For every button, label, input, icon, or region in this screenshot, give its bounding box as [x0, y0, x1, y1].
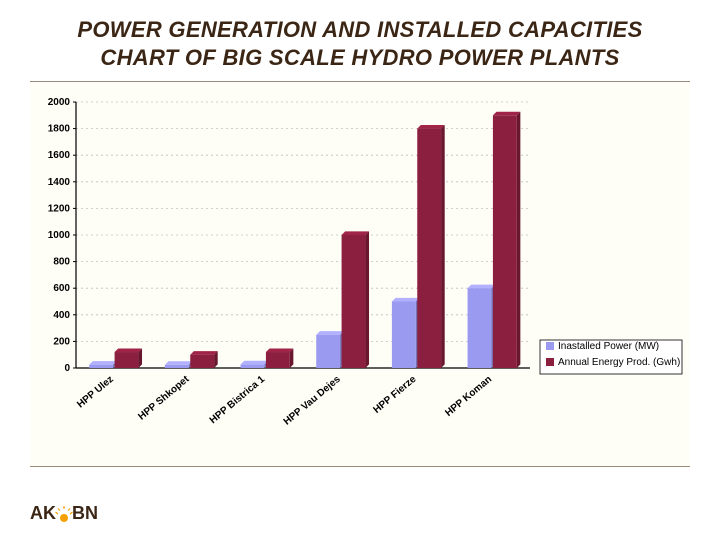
bar — [316, 335, 340, 368]
bar — [342, 235, 366, 368]
category-label: HPP Fierze — [371, 374, 418, 416]
bar-top — [89, 361, 116, 365]
bar-top — [190, 351, 217, 355]
category-label: HPP Bistrica 1 — [208, 374, 268, 427]
y-tick-label: 600 — [53, 283, 70, 294]
logo-text-left: AK — [30, 503, 56, 524]
bar-top — [417, 125, 444, 129]
y-tick-label: 800 — [53, 257, 70, 268]
title-line-1: POWER GENERATION AND INSTALLED CAPACITIE… — [77, 17, 642, 42]
bar — [266, 352, 290, 368]
y-tick-label: 1400 — [48, 177, 71, 188]
bar-top — [316, 331, 343, 335]
bar-top — [115, 348, 142, 352]
bar-top — [266, 348, 293, 352]
bar — [89, 365, 113, 368]
bar-top — [468, 285, 495, 289]
bar — [392, 302, 416, 369]
category-label: HPP Vau Dejes — [282, 374, 343, 428]
bar-top — [392, 298, 419, 302]
legend-label: Inastalled Power (MW) — [558, 341, 659, 352]
bar-side — [441, 125, 445, 368]
chart-container: 0 200 400 600 800 1000 1200 1400 1600 1800 2000 HPP… — [30, 81, 690, 467]
bar — [165, 365, 189, 368]
bar — [493, 115, 517, 368]
title-line-2: CHART OF BIG SCALE HYDRO POWER PLANTS — [100, 45, 619, 70]
bar-chart: 0 200 400 600 800 1000 1200 1400 1600 1800 2000 HPP… — [30, 96, 690, 446]
logo-text-right: BN — [72, 503, 98, 524]
y-tick-label: 400 — [53, 310, 70, 321]
slide: POWER GENERATION AND INSTALLED CAPACITIE… — [0, 0, 720, 540]
bar — [417, 129, 441, 368]
bar-top — [241, 361, 268, 365]
y-tick-label: 2000 — [48, 97, 71, 108]
bar-side — [365, 231, 369, 368]
y-tick-label: 200 — [53, 336, 70, 347]
bar-side — [517, 112, 521, 368]
category-label: HPP Koman — [443, 374, 494, 419]
bar-top — [493, 112, 520, 116]
sun-icon — [55, 506, 73, 524]
y-tick-label: 1200 — [48, 203, 71, 214]
bar — [190, 355, 214, 368]
bar-top — [165, 361, 192, 365]
legend-swatch — [546, 358, 554, 366]
slide-title: POWER GENERATION AND INSTALLED CAPACITIE… — [24, 16, 696, 71]
category-label: HPP Ulez — [75, 374, 116, 411]
y-tick-label: 1600 — [48, 150, 71, 161]
bar — [115, 352, 139, 368]
y-tick-label: 1000 — [48, 230, 71, 241]
legend-swatch — [546, 342, 554, 350]
bar-top — [342, 231, 369, 235]
bar — [241, 364, 265, 368]
footer-logo: AK BN — [30, 503, 98, 524]
y-tick-label: 1800 — [48, 124, 71, 135]
category-label: HPP Shkopet — [136, 373, 192, 422]
y-tick-label: 0 — [64, 363, 70, 374]
bar — [468, 288, 492, 368]
legend-label: Annual Energy Prod. (Gwh) — [558, 357, 680, 368]
